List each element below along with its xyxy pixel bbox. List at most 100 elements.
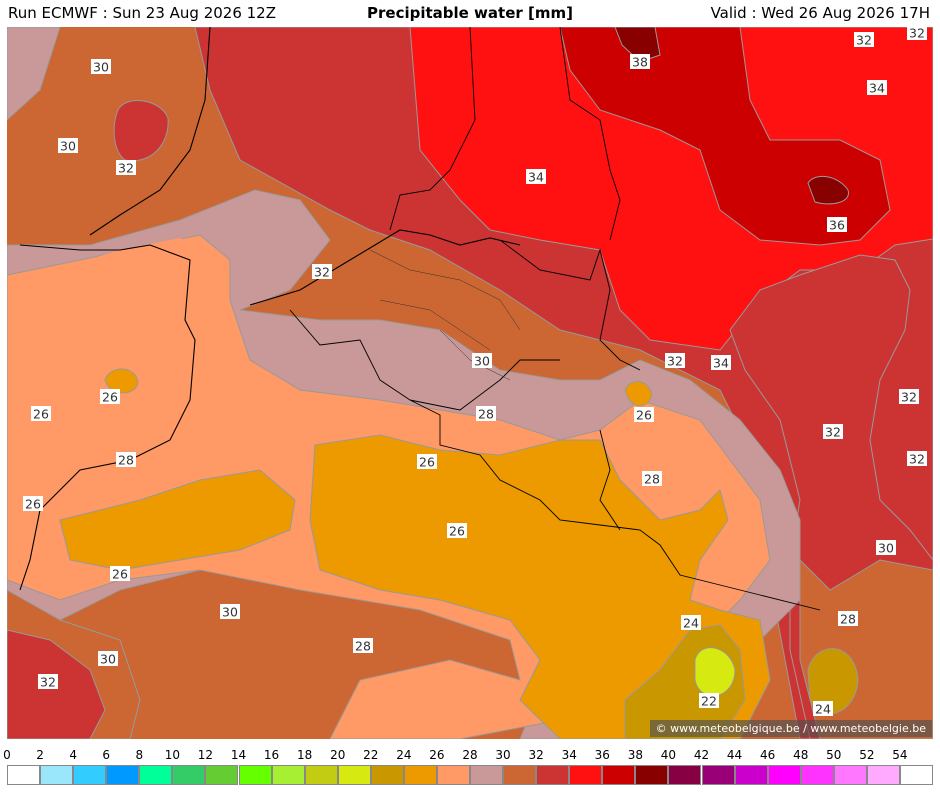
contour-label: 28	[478, 407, 494, 422]
contour-label-box	[827, 217, 847, 232]
contour-label: 34	[869, 81, 885, 96]
contour-label: 30	[100, 652, 116, 667]
scale-tick-label: 18	[297, 748, 313, 762]
contour-label-box	[476, 406, 496, 421]
scale-tick-label: 34	[561, 748, 577, 762]
contour-label-box	[854, 32, 874, 47]
inner-borders	[369, 249, 521, 381]
contour-label-box	[31, 406, 51, 421]
field-22	[694, 647, 736, 697]
scale-tick-label: 24	[396, 748, 412, 762]
contour-label-box	[110, 566, 130, 581]
scale-tick-label: 22	[363, 748, 379, 762]
precipitable-water-map[interactable]: 30 30 32 32 34 38 32 32 34 36 32 34 32 32 32 30 28 24 24 22…	[7, 27, 933, 739]
contour-label-box	[876, 540, 896, 555]
field-28-west-top	[7, 238, 220, 310]
contour-label: 26	[102, 390, 118, 405]
contour-label-box	[681, 615, 701, 630]
scale-tick-label: 38	[627, 748, 643, 762]
contour-label-box	[526, 169, 546, 184]
contour-label: 24	[683, 616, 699, 631]
contour-label-box	[38, 674, 58, 689]
scale-tick-label: 30	[495, 748, 511, 762]
contour-label: 26	[25, 497, 41, 512]
contour-label-box	[447, 523, 467, 538]
contour-label: 32	[314, 265, 330, 280]
scale-swatch	[205, 765, 239, 785]
scale-swatch	[668, 765, 702, 785]
scale-swatch	[337, 765, 371, 785]
contour-label-box	[353, 638, 373, 653]
scale-tick-label: 54	[892, 748, 908, 762]
contour-label: 26	[419, 455, 435, 470]
scale-swatch	[436, 765, 470, 785]
scale-swatch	[7, 765, 41, 785]
contour-label-box	[417, 454, 437, 469]
scale-tick-label: 52	[859, 748, 875, 762]
contour-label-box	[634, 407, 654, 422]
field-30-nw	[7, 27, 61, 121]
contour-label-box	[23, 496, 43, 511]
contour-label: 28	[355, 639, 371, 654]
field-34	[409, 27, 933, 351]
contour-label-box	[665, 353, 685, 368]
contour-label: 32	[40, 675, 56, 690]
scale-swatch	[370, 765, 404, 785]
scale-swatch	[800, 765, 834, 785]
scale-tick-label: 36	[594, 748, 610, 762]
scale-swatch	[238, 765, 272, 785]
contour-label: 30	[222, 605, 238, 620]
scale-swatch	[701, 765, 735, 785]
scale-tick-label: 28	[462, 748, 478, 762]
coastline	[19, 27, 521, 591]
contour-label-box	[699, 693, 719, 708]
contour-label: 34	[528, 170, 544, 185]
scale-swatch	[767, 765, 801, 785]
borders	[289, 27, 821, 611]
contour-label: 28	[644, 472, 660, 487]
scale-swatch	[866, 765, 900, 785]
contour-label-box	[472, 353, 492, 368]
contour-label-box	[116, 452, 136, 467]
contour-label: 32	[856, 33, 872, 48]
scale-tick-label: 20	[330, 748, 346, 762]
scale-swatch	[569, 765, 603, 785]
scale-tick-label: 42	[693, 748, 710, 762]
contour-label: 26	[112, 567, 128, 582]
field-26-blob-2	[624, 381, 653, 407]
scale-swatch	[271, 765, 305, 785]
contour-label-box	[899, 389, 919, 404]
contour-label: 32	[118, 161, 134, 176]
scale-tick-label: 26	[429, 748, 445, 762]
scale-tick-label: 8	[135, 748, 144, 762]
field-36	[559, 27, 891, 246]
scale-swatch	[503, 765, 537, 785]
scale-tick-label: 4	[69, 748, 77, 762]
contour-label: 26	[449, 524, 465, 539]
contour-label-box	[823, 424, 843, 439]
contour-label-box	[838, 611, 858, 626]
scale-swatch	[172, 765, 206, 785]
contour-label-box	[867, 80, 887, 95]
scale-swatch	[304, 765, 338, 785]
scale-tick-label: 2	[36, 748, 44, 762]
contour-label-box	[116, 160, 136, 175]
contour-label-box	[630, 54, 650, 69]
contour-label: 26	[636, 408, 652, 423]
contour-label: 30	[93, 60, 109, 75]
contour-label: 22	[701, 694, 717, 709]
contour-label: 28	[118, 453, 134, 468]
contour-label: 32	[667, 354, 683, 369]
contour-label-box	[907, 451, 927, 466]
scale-swatch	[833, 765, 867, 785]
contour-label-box	[312, 264, 332, 279]
contour-label-box	[98, 651, 118, 666]
scale-swatch	[899, 765, 933, 785]
scale-swatch	[536, 765, 570, 785]
contour-label-box	[220, 604, 240, 619]
scale-swatch	[73, 765, 107, 785]
contour-label-box	[813, 701, 833, 716]
scale-swatch	[635, 765, 669, 785]
scale-swatch	[40, 765, 74, 785]
scale-tick-label: 32	[528, 748, 544, 762]
